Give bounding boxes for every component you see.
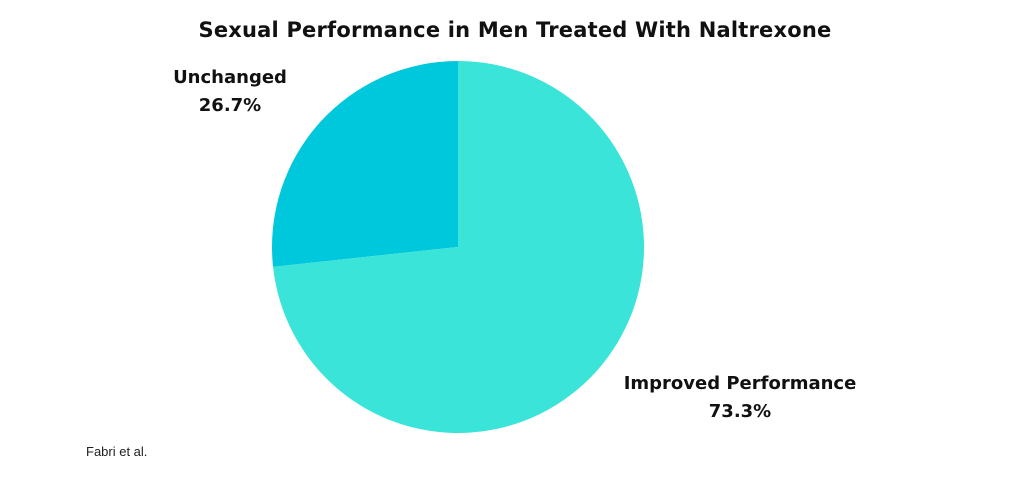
slice-value-improved-performance: 73.3% — [708, 401, 772, 422]
chart-title: Sexual Performance in Men Treated With N… — [198, 18, 832, 42]
slice-label-unchanged: Unchanged 26.7% — [150, 64, 310, 120]
slice-name-improved-performance: Improved Performance — [623, 373, 857, 394]
source-note: Fabri et al. — [86, 444, 148, 459]
pie-slice-unchanged — [272, 61, 458, 267]
slice-name-unchanged: Unchanged — [173, 67, 287, 88]
slice-label-improved-performance: Improved Performance 73.3% — [610, 370, 870, 426]
pie-slice-improved-performance — [273, 60, 644, 434]
slice-value-unchanged: 26.7% — [198, 95, 262, 116]
